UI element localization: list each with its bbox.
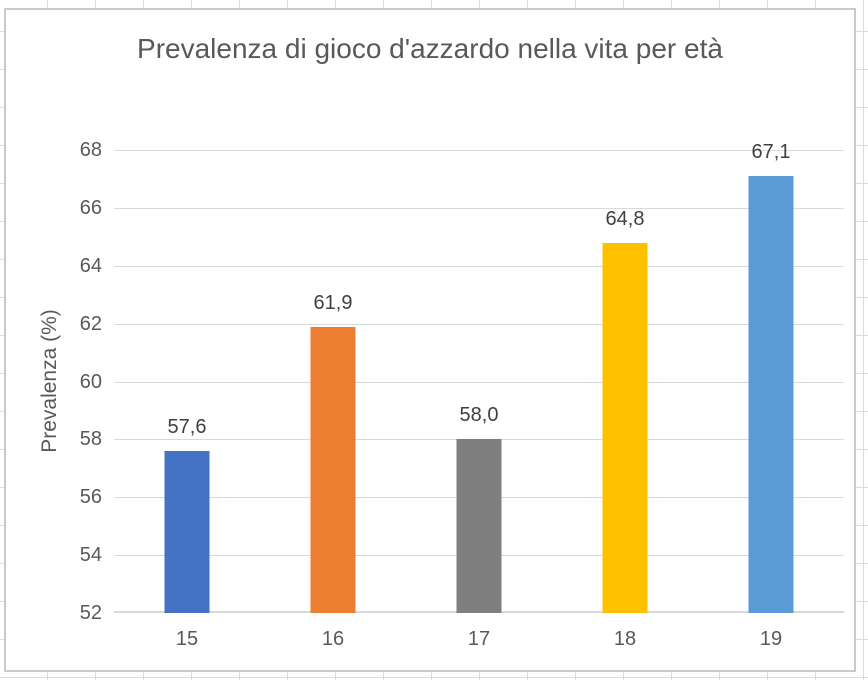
bar-age-15 (164, 451, 210, 613)
category-cell-18: 64,8 (552, 150, 698, 613)
y-tick-label-52: 52 (79, 602, 102, 624)
x-axis-tick-labels: 15 16 17 18 19 (114, 625, 844, 653)
bar-age-19 (748, 176, 794, 613)
chart-title: Prevalenza di gioco d'azzardo nella vita… (137, 33, 723, 64)
category-cell-15: 57,6 (114, 150, 260, 613)
y-tick-label-64: 64 (79, 255, 102, 277)
data-label-age-16: 61,9 (313, 292, 353, 314)
x-tick-label-15: 15 (175, 628, 199, 650)
y-tick-label-54: 54 (79, 544, 102, 566)
gridline-y-64 (114, 266, 844, 267)
category-cell-19: 67,1 (698, 141, 844, 613)
gridline-y-66 (114, 208, 844, 209)
bar-age-18 (602, 243, 648, 613)
x-tick-label-17: 17 (467, 628, 491, 650)
y-tick-label-68: 68 (79, 139, 102, 161)
y-tick-label-58: 58 (79, 428, 102, 450)
bar-age-16 (310, 327, 356, 613)
gridline-y-60 (114, 382, 844, 383)
data-label-age-17: 58,0 (459, 404, 499, 426)
chart-panel: Prevalenza di gioco d'azzardo nella vita… (4, 8, 856, 672)
category-cell-16: 61,9 (260, 150, 406, 613)
y-tick-label-62: 62 (79, 313, 102, 335)
x-tick-label-18: 18 (613, 628, 637, 650)
gridline-y-62 (114, 324, 844, 325)
y-tick-label-56: 56 (79, 486, 102, 508)
plot-area: 57,6 61,9 58,0 64,8 67,1 (114, 141, 844, 613)
category-cell-17: 58,0 (406, 150, 552, 613)
data-label-age-15: 57,6 (167, 416, 207, 438)
bar-age-17 (456, 439, 502, 613)
gridline-y-68 (114, 150, 844, 151)
x-tick-label-16: 16 (321, 628, 345, 650)
data-label-age-18: 64,8 (605, 208, 645, 230)
y-tick-label-66: 66 (79, 197, 102, 219)
data-label-age-19: 67,1 (751, 141, 791, 163)
x-tick-label-19: 19 (759, 628, 783, 650)
y-tick-label-60: 60 (79, 371, 102, 393)
